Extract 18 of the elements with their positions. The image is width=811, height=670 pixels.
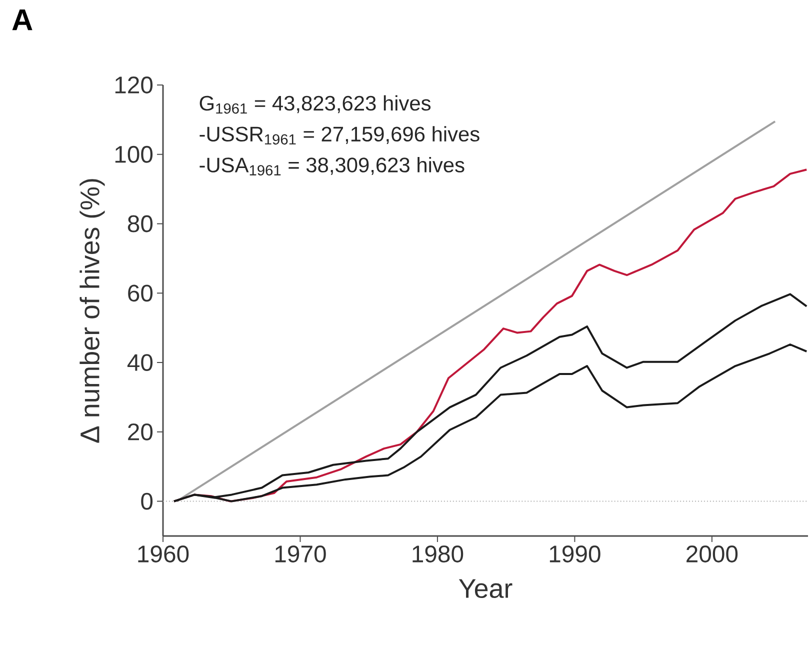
y-tick-label: 40 [127, 354, 153, 371]
annotation: -USSR$_{1961}$ = 27,159,696 hives [200, 126, 480, 145]
x-tick-label: 1980 [412, 546, 464, 562]
y-tick-label: 120 [115, 76, 153, 94]
x-axis-title: Year [458, 579, 512, 598]
x-tick-label: 1960 [138, 546, 189, 562]
y-tick-label: 80 [128, 215, 153, 232]
annotation: G$_{1961}$ = 43,823,623 hives [200, 95, 431, 114]
y-tick-label: 100 [115, 146, 153, 163]
chart-title: A [12, 10, 32, 30]
y-tick-label: 20 [128, 423, 153, 440]
x-tick-label: 1990 [550, 546, 600, 562]
annotation: -USA$_{1961}$ = 38,309,623 hives [200, 157, 464, 176]
y-axis-title: Δ number of hives (%) [80, 179, 105, 443]
x-tick-label: 2000 [686, 546, 738, 562]
y-tick-label: 0 [141, 492, 153, 510]
y-tick-label: 60 [128, 284, 153, 302]
x-tick-label: 1970 [275, 546, 326, 562]
